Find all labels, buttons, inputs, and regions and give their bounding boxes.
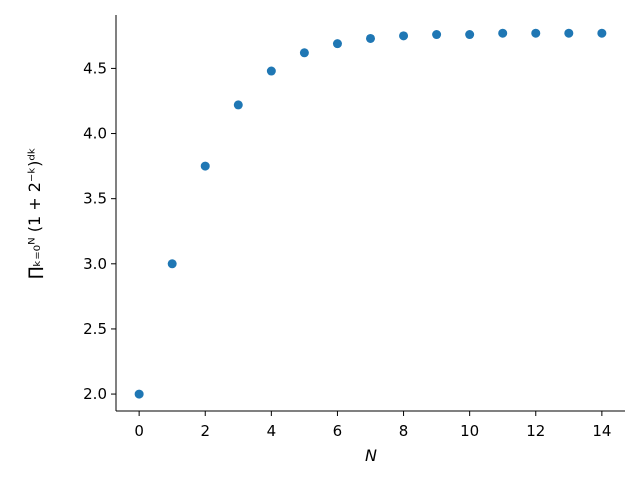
point (432, 30, 442, 40)
point (266, 66, 276, 76)
x-tick-label: 14 (592, 422, 611, 440)
y-tick-label: 2.5 (83, 320, 107, 338)
y-tick-label: 3.5 (83, 190, 107, 208)
point (564, 28, 574, 38)
point (233, 100, 243, 110)
y-tick-label: 4.5 (83, 59, 107, 77)
point (299, 48, 309, 58)
x-tick-label: 6 (333, 422, 343, 440)
x-tick-label: 10 (460, 422, 479, 440)
x-tick-label: 12 (526, 422, 545, 440)
x-tick-label: 8 (399, 422, 409, 440)
point (167, 259, 177, 269)
y-tick-label: 2.0 (83, 385, 107, 403)
point (465, 30, 475, 40)
point (366, 33, 375, 43)
point (332, 39, 342, 49)
point (399, 31, 409, 41)
y-axis-label: ∏ₖ₌₀ᴺ (1 + 2⁻ᵏ)ᵈᵏ (25, 147, 44, 278)
point (597, 28, 607, 38)
x-tick-label: 2 (200, 422, 210, 440)
y-tick-label: 4.0 (83, 125, 107, 143)
point (531, 28, 541, 38)
x-tick-label: 0 (134, 422, 144, 440)
y-tick-label: 3.0 (83, 255, 107, 273)
point (134, 389, 144, 399)
point (498, 28, 508, 38)
x-axis-label: N (365, 446, 377, 465)
point (200, 161, 210, 171)
x-tick-label: 4 (267, 422, 277, 440)
